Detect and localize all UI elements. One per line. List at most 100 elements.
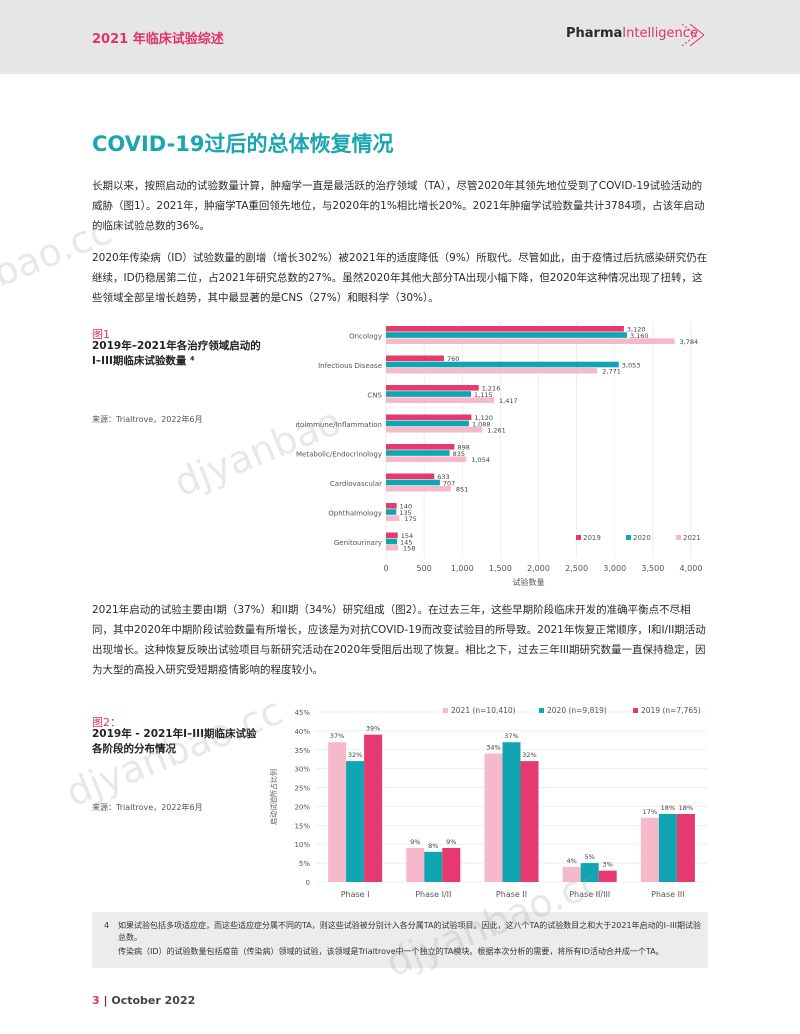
figure1-bar-chart: 0 500 1,000 1,500 2,000 2,500 3,000 3,500 4,000 试… [296, 322, 703, 587]
x-tick-label: 3,000 [603, 564, 626, 573]
bar-2019 [386, 385, 479, 391]
legend-swatch [626, 535, 631, 540]
figure2-source: 来源：Trialtrove，2022年6月 [92, 803, 203, 812]
x-tick-label: 3,500 [641, 564, 664, 573]
legend-swatch [443, 708, 448, 713]
y-axis-label: 启动试验所占比例 [269, 769, 278, 825]
category-label: Cardiovascular [330, 480, 382, 488]
data-label: 3,784 [680, 338, 699, 346]
y-tick-label: 25% [294, 785, 310, 793]
legend-swatch [633, 708, 638, 713]
bar-2020 (n=9,819) [424, 851, 443, 882]
legend-label: 2020 [633, 534, 651, 542]
legend-label: 2019 (n=7,765) [641, 706, 701, 715]
data-label: 5% [585, 853, 595, 861]
bar-2021 [386, 367, 598, 374]
footnote-box: 4 如果试验包括多项适应症，而这些适应症分属不同的TA，则这些试验被分别计入各分… [92, 912, 708, 968]
bar-2020 [386, 332, 627, 338]
bar-2019 [386, 355, 444, 362]
report-title: 2021 年临床试验综述 [92, 32, 224, 47]
bar-2021 (n=10,410) [640, 817, 659, 882]
bar-2020 [386, 391, 472, 397]
bar-2020 [386, 361, 619, 368]
x-tick-label: 0 [383, 564, 388, 573]
data-label: 37% [504, 732, 518, 740]
bar-2019 [386, 532, 398, 539]
data-label: 1,120 [474, 414, 493, 422]
footnote-line-2: 传染病（ID）的试验数量包括疫苗（传染病）领域的试验，该领域是Trialtrov… [118, 947, 664, 956]
data-label: 32% [522, 751, 536, 759]
data-label: 3,160 [630, 332, 649, 340]
paragraph-infectious-disease: 2020年传染病（ID）试验数量的剧增（增长302%）被2021年的适度降低（9… [92, 252, 708, 304]
legend-swatch [676, 535, 681, 540]
footnote-text: 如果试验包括多项适应症，而这些适应症分属不同的TA，则这些试验被分别计入各分属T… [118, 920, 702, 958]
data-label: 1,115 [474, 391, 493, 399]
category-label: Metabolic/Endocrinology [296, 450, 382, 458]
figure1-title: 2019年–2021年各治疗领域启动的I–III期临床试验数量 ⁴ [92, 340, 261, 367]
data-label: 1,216 [482, 385, 501, 393]
y-tick-label: 35% [294, 747, 310, 755]
category-label: Phase I [341, 890, 370, 899]
bar-2021 [386, 544, 399, 551]
y-tick-label: 45% [294, 709, 310, 717]
logo-pharma-text: Pharma [566, 26, 623, 41]
bar-2020 [386, 538, 398, 545]
category-label: CNS [367, 391, 382, 399]
x-tick-label: 2,000 [527, 564, 550, 573]
bar-2020 (n=9,819) [658, 814, 677, 882]
logo-intelligence-text: Intelligence [622, 26, 698, 41]
bar-2021 (n=10,410) [328, 742, 347, 882]
data-label: 835 [453, 450, 465, 458]
category-label: Phase I/II [415, 890, 451, 899]
bar-2020 [386, 509, 397, 515]
x-axis-label: 试验数量 [513, 577, 545, 587]
data-label: 3,053 [622, 361, 641, 369]
data-label: 9% [410, 838, 420, 846]
category-label: Phase II [496, 890, 527, 899]
bar-2021 (n=10,410) [484, 753, 503, 882]
page-number: 3 [92, 994, 100, 1007]
legend-label: 2021 (n=10,410) [451, 706, 516, 715]
data-label: 2,771 [602, 368, 621, 376]
bar-2019 [386, 326, 624, 332]
category-label: Oncology [349, 332, 382, 340]
footnote-number: 4 [104, 921, 110, 930]
data-label: 707 [443, 479, 455, 487]
footer-separator: | [103, 994, 108, 1007]
header-bar: 2021 年临床试验综述 PharmaIntelligence [0, 0, 800, 74]
data-label: 3,120 [627, 326, 646, 334]
bar-2019 [386, 473, 435, 480]
figure2-label: 图2： [92, 716, 121, 729]
data-label: 3% [603, 861, 613, 869]
x-tick-label: 2,500 [565, 564, 588, 573]
data-label: 760 [447, 355, 459, 363]
y-tick-label: 5% [299, 860, 310, 868]
x-tick-label: 500 [416, 564, 431, 573]
data-label: 145 [400, 538, 412, 546]
bar-2021 [386, 456, 467, 462]
data-label: 17% [643, 808, 657, 816]
y-tick-label: 15% [294, 822, 310, 830]
data-label: 633 [437, 473, 449, 481]
bar-2019 (n=7,765) [520, 761, 539, 882]
data-label: 898 [457, 444, 469, 452]
x-tick-label: 1,500 [489, 564, 512, 573]
y-tick-label: 0 [306, 879, 310, 887]
data-label: 39% [366, 725, 380, 733]
category-label: Autoimmune/Inflammation [296, 421, 382, 429]
category-label: Phase II/III [569, 890, 610, 899]
bar-2020 [386, 479, 440, 486]
pharma-intelligence-logo: PharmaIntelligence [566, 26, 698, 41]
y-tick-label: 20% [294, 803, 310, 811]
data-label: 158 [403, 545, 415, 553]
x-tick-label: 4,000 [680, 564, 703, 573]
data-label: 9% [446, 838, 456, 846]
paragraph-phases: 2021年启动的试验主要由I期（37%）和II期（34%）研究组成（图2）。在过… [92, 604, 706, 676]
legend-label: 2020 (n=9,819) [547, 706, 607, 715]
bar-2019 [386, 414, 472, 421]
legend-label: 2021 [683, 534, 701, 542]
bar-2020 (n=9,819) [346, 761, 365, 882]
bar-2021 [386, 515, 400, 521]
section-title: COVID-19过后的总体恢复情况 [92, 132, 394, 156]
bar-2019 [386, 503, 397, 509]
